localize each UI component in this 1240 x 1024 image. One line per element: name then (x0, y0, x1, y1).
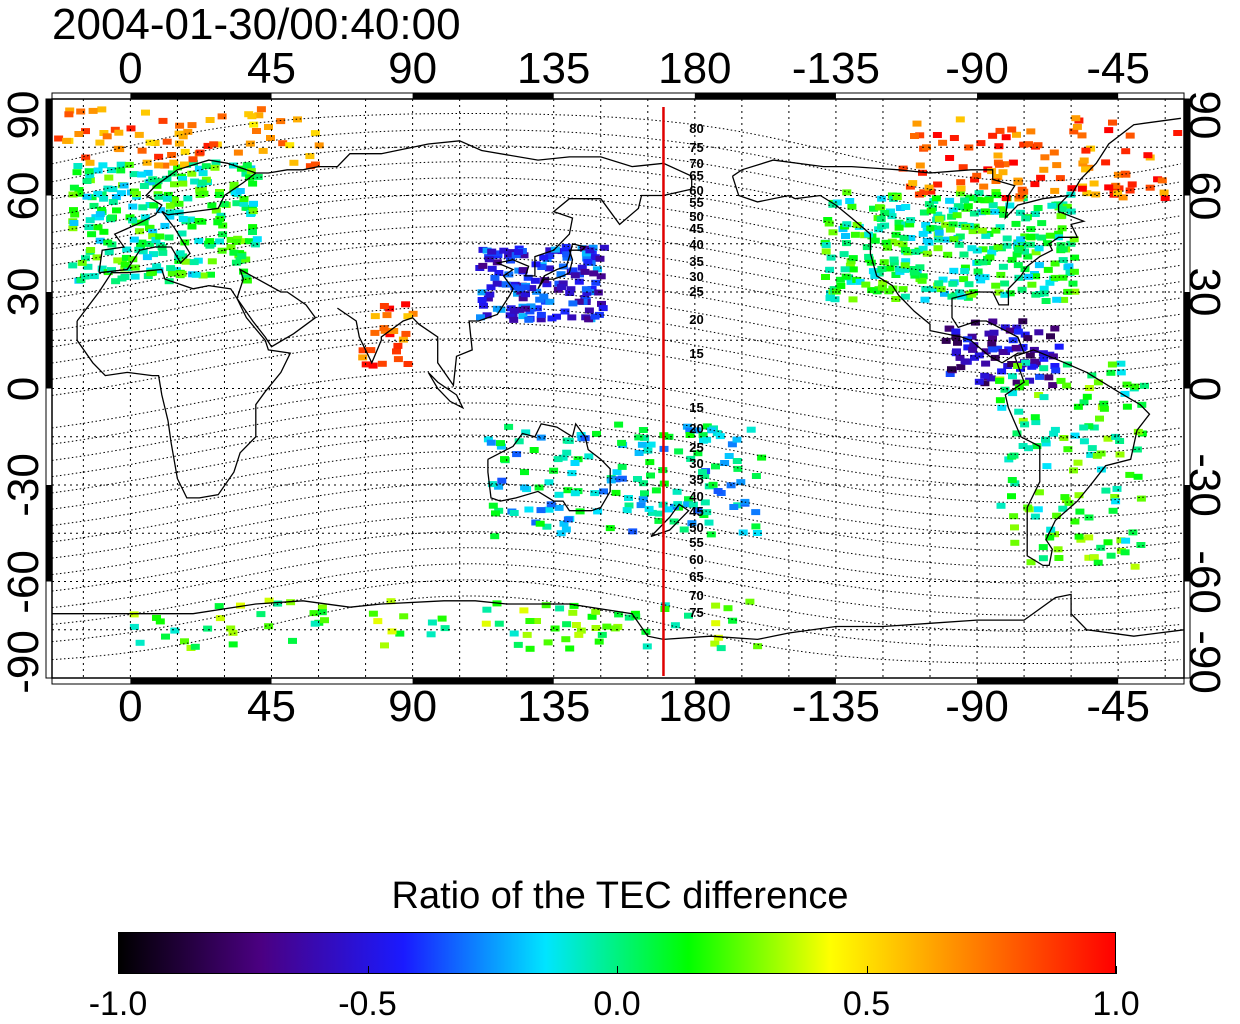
bottom-longitude-tick-label: 135 (516, 682, 591, 731)
coastlines (52, 117, 1185, 641)
contour-value-label: 30 (689, 456, 704, 471)
graticule (52, 99, 1184, 678)
bottom-longitude-tick-label: 0 (118, 682, 143, 731)
timestamp-title: 2004-01-30/00:40:00 (52, 0, 461, 49)
top-longitude-tick-label: -135 (791, 44, 880, 93)
contour-value-label: 20 (689, 312, 704, 327)
colorbar-tick-label: 1.0 (1092, 985, 1140, 1023)
contour-value-label: 75 (689, 140, 704, 155)
bottom-longitude-tick-label: -90 (945, 682, 1009, 731)
top-longitude-tick-label: 180 (658, 44, 732, 93)
colorbar-tick-label: 0.0 (593, 985, 641, 1023)
contour-value-label: 25 (689, 440, 704, 455)
contour-value-label: 45 (689, 504, 704, 519)
contour-value-label: 65 (689, 168, 704, 183)
contour-value-label: 35 (689, 254, 704, 269)
colorbar-tick-mark (866, 966, 868, 974)
top-longitude-tick-label: -45 (1086, 44, 1150, 93)
contour-value-label: 20 (689, 421, 704, 436)
map-frame (45, 92, 1191, 685)
contour-value-label: 30 (689, 269, 704, 284)
top-longitude-tick-label: 45 (247, 44, 296, 93)
contour-value-label: 70 (689, 588, 704, 603)
contour-value-label: 15 (689, 346, 704, 361)
colorbar-tick-mark (118, 966, 119, 974)
contour-value-label: 55 (689, 195, 704, 210)
contour-value-label: 50 (689, 209, 704, 224)
contour-value-label: 60 (689, 552, 704, 567)
colorbar-tick-mark (367, 966, 369, 974)
top-longitude-tick-label: 0 (118, 44, 143, 93)
colorbar-tick-label: 0.5 (842, 985, 891, 1023)
contour-value-label: 80 (689, 121, 704, 136)
colorbar-tick-mark (1116, 966, 1117, 974)
bottom-longitude-tick-label: 90 (388, 682, 438, 731)
colorbar-tick-label: -0.5 (338, 985, 397, 1023)
contour-value-label: 25 (689, 284, 704, 299)
bottom-longitude-tick-label: 180 (658, 682, 732, 731)
contour-value-label: 50 (689, 520, 704, 535)
left-latitude-tick-label: -90 (0, 630, 48, 694)
colorbar-tick-label: -1.0 (88, 985, 148, 1023)
contour-value-label: 35 (689, 472, 704, 487)
top-longitude-tick-label: -90 (945, 44, 1009, 93)
bottom-longitude-tick-label: -45 (1086, 682, 1150, 731)
contour-value-label: 55 (689, 535, 704, 550)
contour-value-label: 70 (689, 156, 704, 171)
colorbar-tick-mark (617, 966, 618, 974)
top-longitude-tick-label: 90 (388, 44, 438, 93)
top-longitude-tick-label: 135 (516, 44, 591, 93)
contour-value-label: 40 (689, 237, 704, 252)
right-latitude-tick-label: -90 (1180, 630, 1229, 694)
colorbar-title: Ratio of the TEC difference (391, 875, 849, 917)
contour-value-label: 75 (689, 605, 704, 620)
bottom-longitude-tick-label: 45 (247, 682, 296, 731)
contour-value-label: 45 (689, 221, 704, 236)
contour-value-label: 40 (689, 489, 704, 504)
magnetic-latitude-contours (51, 113, 1181, 664)
contour-value-label: 65 (689, 569, 704, 584)
bottom-longitude-tick-label: -135 (791, 682, 880, 731)
contour-value-label: 15 (689, 400, 704, 415)
contour-value-label: 60 (689, 183, 704, 198)
